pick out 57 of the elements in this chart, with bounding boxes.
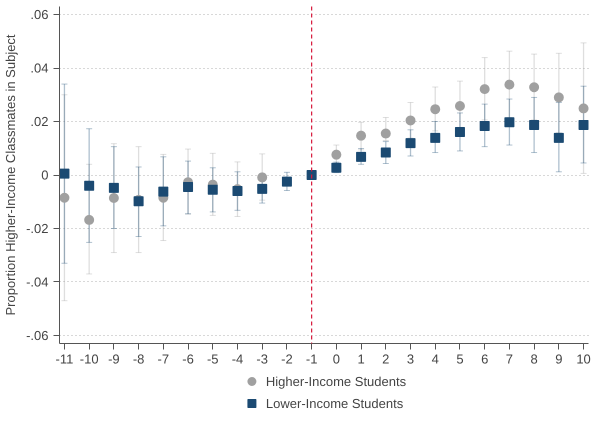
point xyxy=(578,120,588,130)
point xyxy=(183,182,194,192)
x-tick-label: 2 xyxy=(382,352,390,366)
point xyxy=(356,152,366,162)
x-tick-label: -9 xyxy=(108,352,120,366)
y-tick-label: .04 xyxy=(30,60,49,76)
x-tick-label: 8 xyxy=(530,352,538,366)
x-tick-label: 9 xyxy=(555,352,562,366)
legend-label: Higher-Income Students xyxy=(266,374,406,388)
point xyxy=(331,150,342,160)
point xyxy=(578,103,588,114)
point xyxy=(60,168,70,179)
point xyxy=(158,186,168,197)
x-tick-label: -10 xyxy=(80,352,99,366)
point xyxy=(504,80,514,90)
x-tick-label: -3 xyxy=(256,352,268,366)
point xyxy=(380,148,391,158)
point xyxy=(430,132,440,143)
x-tick-label: 1 xyxy=(357,352,365,366)
x-tick-label: 7 xyxy=(506,352,514,366)
point xyxy=(108,182,119,193)
point xyxy=(208,184,218,195)
x-tick-label: 4 xyxy=(432,352,439,366)
x-tick-label: 0 xyxy=(332,352,340,366)
point xyxy=(356,130,366,141)
x-tick-label: -11 xyxy=(56,352,74,366)
x-tick-label: 6 xyxy=(481,352,488,366)
x-tick-label: -7 xyxy=(158,352,170,366)
point xyxy=(60,192,70,203)
x-tick-label: -8 xyxy=(132,352,144,366)
x-tick-label: 10 xyxy=(576,352,591,366)
x-tick-label: -5 xyxy=(206,352,219,366)
point xyxy=(406,115,416,126)
y-tick-label: -.02 xyxy=(26,220,49,236)
x-tick-label: -2 xyxy=(281,352,293,366)
y-tick-label: -.04 xyxy=(26,274,49,290)
legend-label: Lower-Income Students xyxy=(266,396,404,410)
point xyxy=(480,84,490,94)
point xyxy=(84,214,94,225)
x-tick-label: 3 xyxy=(406,352,414,366)
point xyxy=(306,170,317,180)
point xyxy=(529,82,540,92)
y-tick-label: -.06 xyxy=(26,328,49,343)
point xyxy=(84,180,94,191)
point xyxy=(257,184,268,194)
y-tick-label: .02 xyxy=(30,114,49,130)
point xyxy=(430,104,440,114)
point xyxy=(108,193,119,203)
x-tick-label: 5 xyxy=(456,352,464,366)
y-tick-label: 0 xyxy=(41,168,49,182)
y-tick-label: .06 xyxy=(30,7,49,22)
y-axis-title: Proportion Higher-Income Classmates in Subject xyxy=(3,34,18,316)
point xyxy=(454,101,465,111)
x-tick-label: -4 xyxy=(232,352,244,366)
x-tick-label: -6 xyxy=(182,352,194,366)
point xyxy=(282,176,292,187)
x-tick-label: -1 xyxy=(306,352,318,366)
